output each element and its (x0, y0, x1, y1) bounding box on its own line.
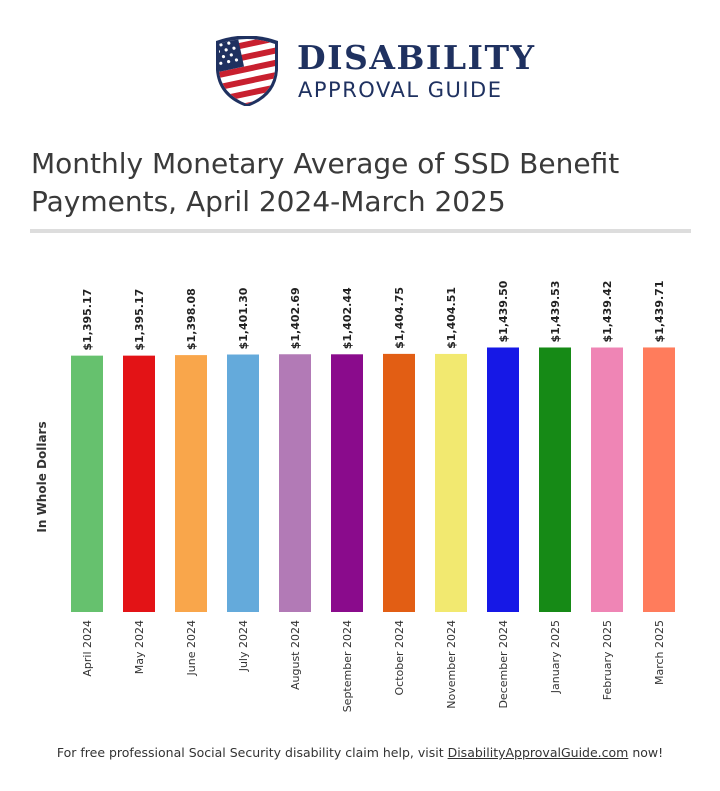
x-tick-label: April 2024 (81, 620, 94, 677)
bar-value-label: $1,401.30 (237, 287, 250, 349)
x-tick-label: September 2024 (341, 620, 354, 712)
x-tick-label: December 2024 (497, 620, 510, 709)
bar (71, 355, 103, 612)
x-tick-label: February 2025 (601, 620, 614, 700)
y-axis-label: In Whole Dollars (35, 421, 49, 532)
footer-suffix: now! (628, 745, 664, 760)
bar (331, 354, 363, 612)
bar-value-label: $1,439.53 (549, 281, 562, 343)
logo[interactable]: DISABILITY APPROVAL GUIDE (213, 36, 534, 108)
footer-link[interactable]: DisabilityApprovalGuide.com (447, 745, 629, 760)
bar-value-label: $1,395.17 (133, 289, 146, 351)
bar (435, 353, 467, 612)
x-tick-label: November 2024 (445, 620, 458, 709)
x-tick-label: March 2025 (653, 620, 666, 685)
logo-line2: APPROVAL GUIDE (298, 78, 503, 102)
bar-value-label: $1,439.50 (497, 280, 510, 342)
title-divider (30, 229, 691, 233)
bar (539, 347, 571, 612)
x-tick-label: October 2024 (393, 620, 406, 696)
bar-value-label: $1,439.42 (601, 281, 614, 343)
bar (643, 347, 675, 612)
x-tick-label: June 2024 (185, 620, 198, 676)
bar (383, 353, 415, 612)
us-flag-shield-icon (216, 36, 278, 106)
bar-value-label: $1,404.75 (393, 287, 406, 349)
bar (279, 354, 311, 612)
footer: For free professional Social Security di… (0, 745, 720, 760)
bar-value-label: $1,402.44 (341, 287, 354, 349)
bar-value-label: $1,402.69 (289, 287, 302, 349)
logo-line1: DISABILITY (297, 38, 536, 77)
x-tick-label: July 2024 (237, 620, 250, 672)
bar (227, 354, 259, 612)
bar-value-label: $1,439.71 (653, 281, 666, 343)
footer-text: For free professional Social Security di… (56, 745, 448, 760)
x-tick-label: May 2024 (133, 620, 146, 674)
bar-value-label: $1,398.08 (185, 288, 198, 350)
bar-chart: In Whole Dollars $1,395.17 April 2024 $1,39… (35, 280, 675, 712)
bar (591, 347, 623, 612)
bar (175, 355, 207, 612)
bar (487, 347, 519, 612)
chart-title: Monthly Monetary Average of SSD Benefit … (31, 147, 620, 218)
x-tick-label: January 2025 (549, 620, 562, 694)
bar-value-label: $1,404.51 (445, 287, 458, 349)
bar-value-label: $1,395.17 (81, 289, 94, 351)
bar (123, 355, 155, 612)
x-tick-label: August 2024 (289, 620, 302, 690)
